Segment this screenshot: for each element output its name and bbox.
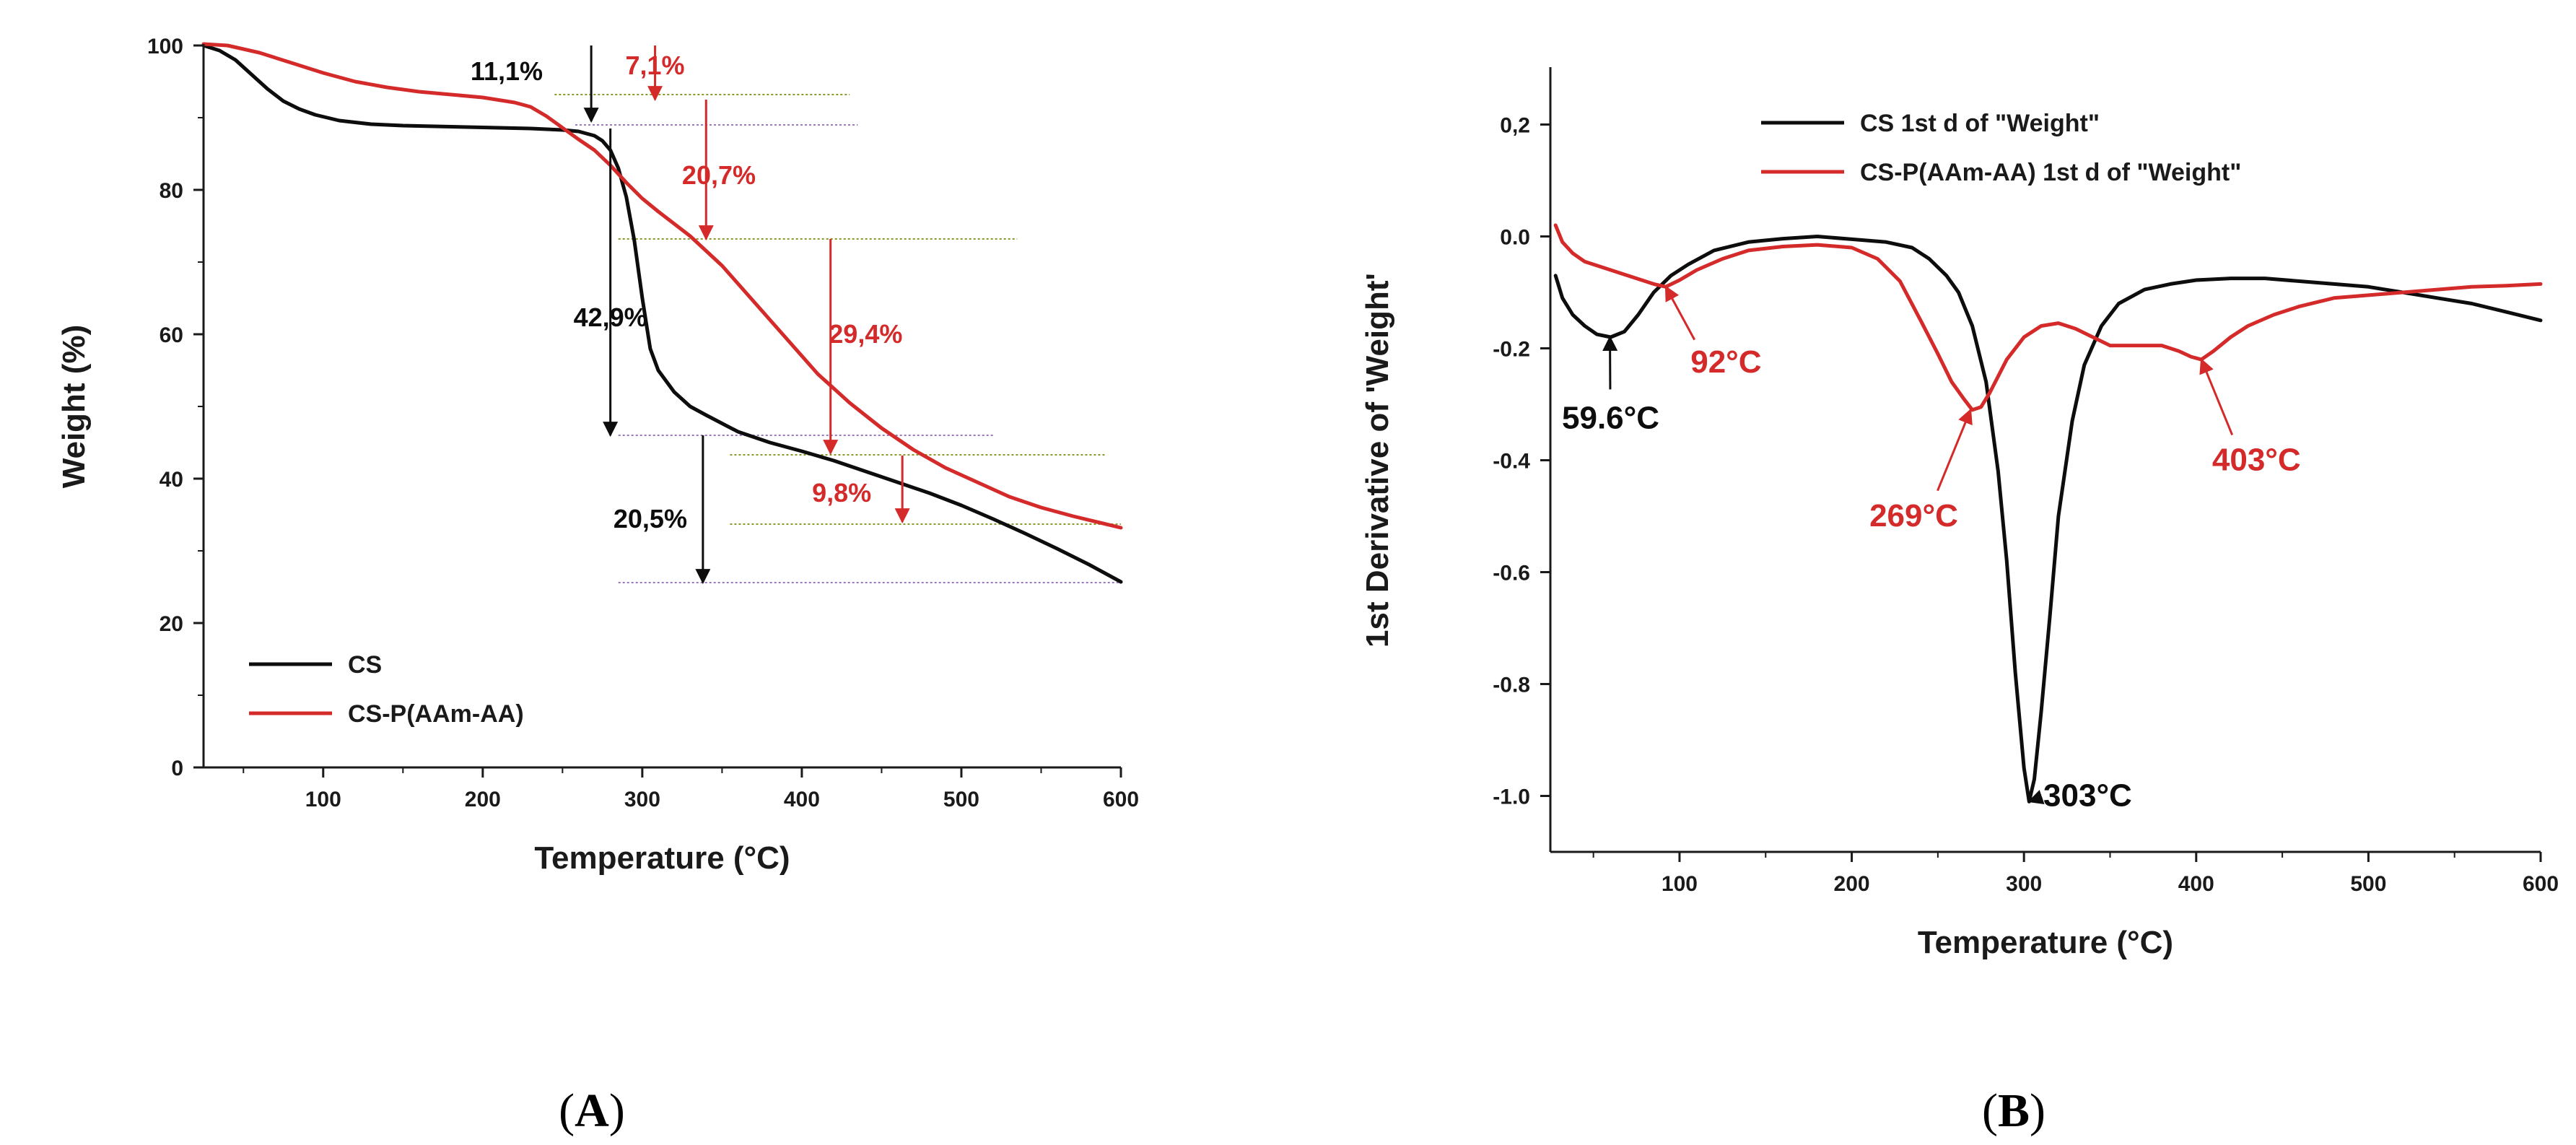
x-tick-label: 100: [305, 788, 341, 811]
annotation-label: 20,7%: [682, 160, 756, 190]
y-tick-label: 60: [160, 323, 183, 347]
annotation-arrow: [2027, 790, 2045, 805]
series-line-copolymer: [201, 42, 1123, 530]
x-axis-title: Temperature (°C): [534, 840, 790, 876]
annotation-label: 269°C: [1869, 498, 1958, 534]
y-tick-label: 100: [147, 35, 183, 58]
y-tick-label: 80: [160, 179, 183, 203]
legend-label: CS 1st d of "Weight": [1860, 110, 2100, 137]
x-tick-label: 400: [2178, 872, 2214, 896]
y-tick-label: -0.2: [1493, 338, 1530, 362]
panel-label-letter: A: [575, 1084, 609, 1137]
chart-panel-a: 100 200 300 400 500 600 0 20 40 60 80 100 Temperatur…: [56, 35, 1139, 1137]
x-tick-label: 200: [1834, 872, 1870, 896]
series-line-cs: [201, 43, 1123, 584]
chart-panel-b: 100 200 300 400 500 600 0,2 0.0 -0.2 -0.4 -0.6 -0.8…: [1360, 67, 2559, 1137]
x-tick-label: 100: [1662, 872, 1698, 896]
panel-label-open: (: [559, 1084, 575, 1137]
annotation-label: 403°C: [2212, 443, 2301, 478]
annotation-label: 20,5%: [614, 504, 687, 534]
x-tick-label: 500: [2350, 872, 2386, 896]
legend-label: CS-P(AAm-AA): [348, 700, 524, 728]
y-tick-label: -0.6: [1493, 562, 1530, 585]
annotation-arrow: [1664, 285, 1696, 341]
y-tick-label: -1.0: [1493, 785, 1530, 809]
x-tick-label: 400: [784, 788, 820, 811]
annotation-label: 29,4%: [829, 319, 902, 349]
x-tick-label: 600: [1103, 788, 1139, 811]
series-line-copolymer: [1553, 223, 2543, 412]
y-tick-label: 40: [160, 468, 183, 492]
panel-label: (B): [1982, 1084, 2045, 1137]
y-axis-title: 1st Derivative of 'Weight': [1360, 273, 1395, 648]
panel-label-close: ): [609, 1084, 625, 1137]
annotation-arrow: [1937, 408, 1973, 492]
x-tick-label: 200: [465, 788, 501, 811]
annotation-label: 92°C: [1690, 344, 1761, 380]
x-tick-label: 500: [943, 788, 979, 811]
annotation-label: 59.6°C: [1562, 400, 1659, 435]
annotation-label: 9,8%: [812, 478, 871, 508]
x-tick-label: 300: [2006, 872, 2042, 896]
y-tick-label: 0: [171, 757, 183, 780]
y-axis-title: Weight (%): [56, 325, 92, 489]
annotation-label: 42,9%: [574, 302, 647, 332]
x-tick-label: 600: [2523, 872, 2559, 896]
legend-label: CS-P(AAm-AA) 1st d of "Weight": [1860, 159, 2241, 186]
y-tick-label: 20: [160, 612, 183, 636]
series-line-cs: [1553, 235, 2543, 804]
annotation-label: 303°C: [2043, 778, 2132, 814]
panel-label-close: ): [2030, 1084, 2045, 1137]
y-tick-label: -0.4: [1493, 450, 1530, 474]
panel-label: (A): [559, 1084, 625, 1137]
annotation-label: 11,1%: [471, 56, 543, 86]
y-tick-label: 0.0: [1500, 226, 1530, 250]
annotation-label: 7,1%: [626, 51, 685, 80]
annotation-arrow: [2199, 358, 2234, 435]
legend-label: CS: [348, 651, 382, 679]
x-tick-label: 300: [624, 788, 660, 811]
x-axis-title: Temperature (°C): [1918, 925, 2173, 960]
y-tick-label: -0.8: [1493, 674, 1530, 697]
y-tick-label: 0,2: [1500, 114, 1530, 138]
panel-label-letter: B: [1998, 1084, 2030, 1137]
panel-label-open: (: [1982, 1084, 1998, 1137]
